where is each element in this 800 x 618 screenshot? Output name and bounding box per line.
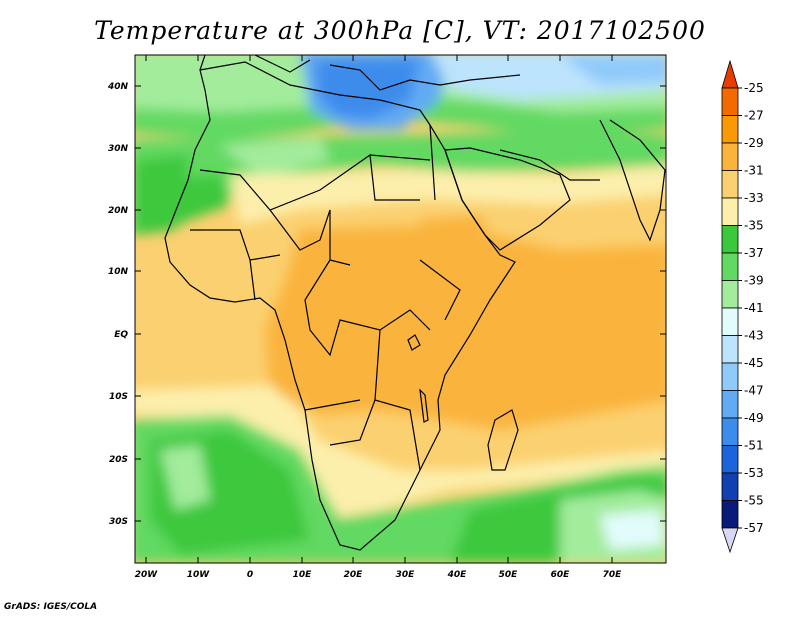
colorbar-swatch bbox=[721, 197, 739, 226]
coastlines bbox=[164, 55, 666, 551]
colorbar-label: -45 bbox=[744, 356, 764, 370]
colorbar-swatch bbox=[721, 500, 739, 529]
lon-label: 70E bbox=[603, 570, 623, 580]
lon-label: 50E bbox=[499, 570, 519, 580]
lat-label: 20S bbox=[109, 455, 128, 465]
lon-label: 10E bbox=[293, 570, 313, 580]
colorbar-swatch bbox=[721, 252, 739, 281]
colorbar-swatch bbox=[721, 225, 739, 254]
map-title: Temperature at 300hPa [C], VT: 201710250… bbox=[94, 16, 706, 45]
lon-label: 20E bbox=[344, 570, 364, 580]
colorbar-swatch bbox=[721, 142, 739, 171]
longitude-axis: 20W 10W 0 10E 20E 30E 40E 50E 60E 70E bbox=[135, 55, 622, 580]
colorbar-label: -55 bbox=[744, 494, 764, 508]
colorbar-label: -29 bbox=[744, 136, 764, 150]
colorbar-label: -39 bbox=[744, 274, 764, 288]
colorbar-label: -57 bbox=[744, 521, 764, 535]
colorbar-label: -51 bbox=[744, 439, 764, 453]
colorbar-swatch bbox=[721, 115, 739, 144]
colorbar-swatch bbox=[721, 390, 739, 419]
lon-label: 0 bbox=[247, 570, 253, 580]
colorbar-swatch bbox=[721, 280, 739, 309]
colorbar-swatch bbox=[721, 445, 739, 474]
colorbar-label: -47 bbox=[744, 384, 764, 398]
colorbar-swatch bbox=[721, 307, 739, 336]
colorbar-label: -43 bbox=[744, 329, 764, 343]
temperature-field bbox=[135, 55, 666, 563]
colorbar-top-arrow bbox=[721, 59, 739, 89]
lat-label: 20N bbox=[108, 206, 129, 216]
footer-credit: GrADS: IGES/COLA bbox=[4, 602, 98, 612]
latitude-axis: 40N 30N 20N 10N EQ 10S 20S 30S bbox=[107, 82, 666, 527]
colorbar-swatch bbox=[721, 170, 739, 199]
colorbar-swatch bbox=[721, 335, 739, 364]
colorbar-label: -49 bbox=[744, 411, 764, 425]
colorbar-label: -33 bbox=[744, 191, 764, 205]
colorbar-label: -31 bbox=[744, 164, 764, 178]
colorbar-label: -37 bbox=[744, 246, 764, 260]
lat-label: 10S bbox=[109, 392, 128, 402]
colorbar-swatch bbox=[721, 362, 739, 391]
colorbar-label: -25 bbox=[744, 81, 764, 95]
lon-label: 60E bbox=[551, 570, 571, 580]
colorbar-label: -27 bbox=[744, 109, 764, 123]
lat-label: 40N bbox=[107, 82, 129, 92]
colorbar-label: -53 bbox=[744, 466, 764, 480]
colorbar-swatch bbox=[721, 87, 739, 116]
lat-label: 30S bbox=[109, 517, 128, 527]
colorbar-label: -41 bbox=[744, 301, 764, 315]
lon-label: 30E bbox=[396, 570, 416, 580]
lat-label: EQ bbox=[114, 330, 128, 340]
colorbar: -25 -27 -29 -31 -33 -35 -37 -39 -41 -43 -45 -47 -49 -… bbox=[721, 59, 764, 554]
colorbar-label: -35 bbox=[744, 219, 764, 233]
lon-label: 40E bbox=[447, 570, 468, 580]
colorbar-bottom-arrow bbox=[721, 527, 739, 554]
lat-label: 30N bbox=[108, 144, 129, 154]
lon-label: 20W bbox=[135, 570, 159, 580]
lon-label: 10W bbox=[187, 570, 211, 580]
plot-frame bbox=[134, 54, 667, 564]
colorbar-swatch bbox=[721, 417, 739, 446]
colorbar-swatch bbox=[721, 472, 739, 501]
lat-label: 10N bbox=[108, 267, 129, 277]
